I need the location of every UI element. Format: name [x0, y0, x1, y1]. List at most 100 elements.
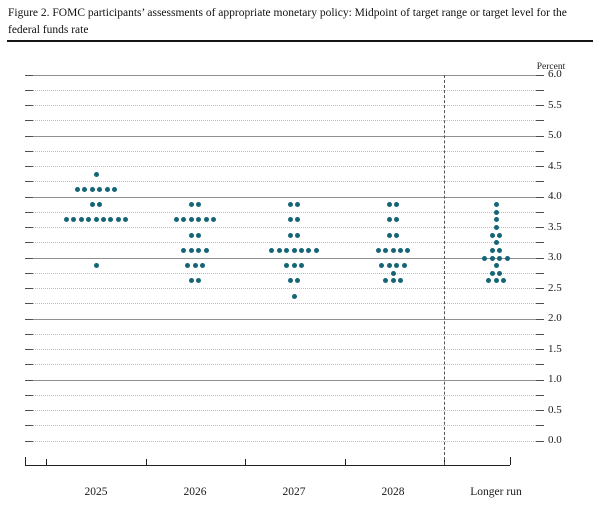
gridline-left-tick: [25, 394, 33, 396]
participant-dot: [390, 278, 396, 284]
gridline: [25, 333, 544, 335]
gridline-right-tick: [536, 227, 544, 228]
participant-dot: [291, 263, 297, 269]
y-axis-tick-label: 6.0: [548, 68, 562, 80]
participant-dot: [489, 247, 495, 253]
participant-dot: [284, 263, 290, 269]
participant-dot: [313, 247, 319, 253]
gridline: [25, 89, 544, 91]
y-axis-tick-label: 0.0: [548, 434, 562, 446]
participant-dot: [493, 209, 499, 215]
participant-dot: [93, 171, 99, 177]
participant-dot: [497, 270, 503, 276]
participant-dot: [295, 232, 301, 238]
gridline-left-tick: [25, 74, 33, 76]
gridline-left-tick: [25, 333, 33, 335]
participant-dot: [306, 247, 312, 253]
x-axis-tick: [344, 459, 346, 465]
y-axis-tick-label: 3.0: [548, 251, 562, 263]
participant-dot: [379, 263, 385, 269]
gridline-right-tick: [536, 120, 544, 122]
x-axis-tick: [510, 457, 511, 465]
participant-dot: [199, 263, 205, 269]
gridline: [25, 196, 544, 198]
gridline-left-tick: [25, 120, 33, 122]
gridline: [25, 211, 544, 213]
gridline-left-tick: [25, 150, 33, 152]
gridline-left-tick: [25, 166, 33, 167]
participant-dot: [188, 202, 194, 208]
participant-dot: [104, 186, 110, 192]
longer-run-separator: [444, 75, 445, 465]
participant-dot: [394, 232, 400, 238]
participant-dot: [405, 247, 411, 253]
gridline: [25, 288, 544, 289]
participant-dot: [188, 247, 194, 253]
participant-dot: [97, 202, 103, 208]
gridline-right-tick: [536, 135, 544, 137]
participant-dot: [203, 217, 209, 223]
participant-dot: [89, 186, 95, 192]
x-axis-tick: [145, 459, 147, 465]
y-axis-tick-label: 1.0: [548, 373, 562, 385]
participant-dot: [112, 186, 117, 192]
participant-dot: [63, 217, 69, 223]
participant-dot: [390, 270, 396, 276]
gridline: [25, 242, 544, 244]
participant-dot: [100, 217, 106, 223]
participant-dot: [196, 202, 202, 208]
gridline: [25, 181, 544, 183]
participant-dot: [284, 247, 290, 253]
participant-dot: [489, 255, 495, 261]
gridline-right-tick: [536, 379, 544, 381]
participant-dot: [89, 202, 95, 208]
gridline-left-tick: [25, 105, 33, 106]
participant-dot: [93, 217, 99, 223]
y-axis-tick-label: 1.5: [548, 342, 562, 355]
gridline-right-tick: [536, 150, 544, 152]
participant-dot: [203, 247, 209, 253]
participant-dot: [185, 263, 191, 269]
gridline-right-tick: [536, 318, 544, 320]
participant-dot: [295, 217, 301, 223]
participant-dot: [196, 232, 202, 238]
gridline: [25, 227, 544, 228]
gridline: [25, 425, 544, 427]
x-axis-category-label: 2027: [282, 486, 306, 498]
participant-dot: [493, 240, 499, 246]
participant-dot: [174, 217, 179, 223]
gridline: [25, 135, 544, 137]
gridline-right-tick: [536, 272, 544, 274]
participant-dot: [188, 232, 194, 238]
gridline-right-tick: [536, 394, 544, 396]
gridline-left-tick: [25, 379, 33, 381]
participant-dot: [71, 217, 77, 223]
gridline-right-tick: [536, 74, 544, 76]
gridline-left-tick: [25, 364, 33, 366]
participant-dot: [188, 217, 194, 223]
participant-dot: [287, 278, 293, 284]
x-axis-category-label: 2026: [183, 486, 207, 498]
gridline-right-tick: [536, 196, 544, 198]
participant-dot: [291, 293, 297, 299]
y-axis-tick-label: 5.0: [548, 129, 562, 141]
gridline: [25, 105, 544, 106]
x-axis-tick: [245, 459, 246, 465]
gridline-right-tick: [536, 333, 544, 335]
participant-dot: [298, 247, 304, 253]
participant-dot: [196, 278, 202, 284]
participant-dot: [192, 263, 198, 269]
participant-dot: [493, 202, 499, 208]
gridline: [25, 166, 544, 167]
participant-dot: [196, 217, 202, 223]
participant-dot: [291, 247, 297, 253]
participant-dot: [482, 255, 488, 261]
participant-dot: [497, 247, 503, 253]
participant-dot: [276, 247, 282, 253]
participant-dot: [493, 217, 499, 223]
participant-dot: [504, 255, 510, 261]
gridline-right-tick: [536, 440, 544, 442]
participant-dot: [269, 247, 275, 253]
